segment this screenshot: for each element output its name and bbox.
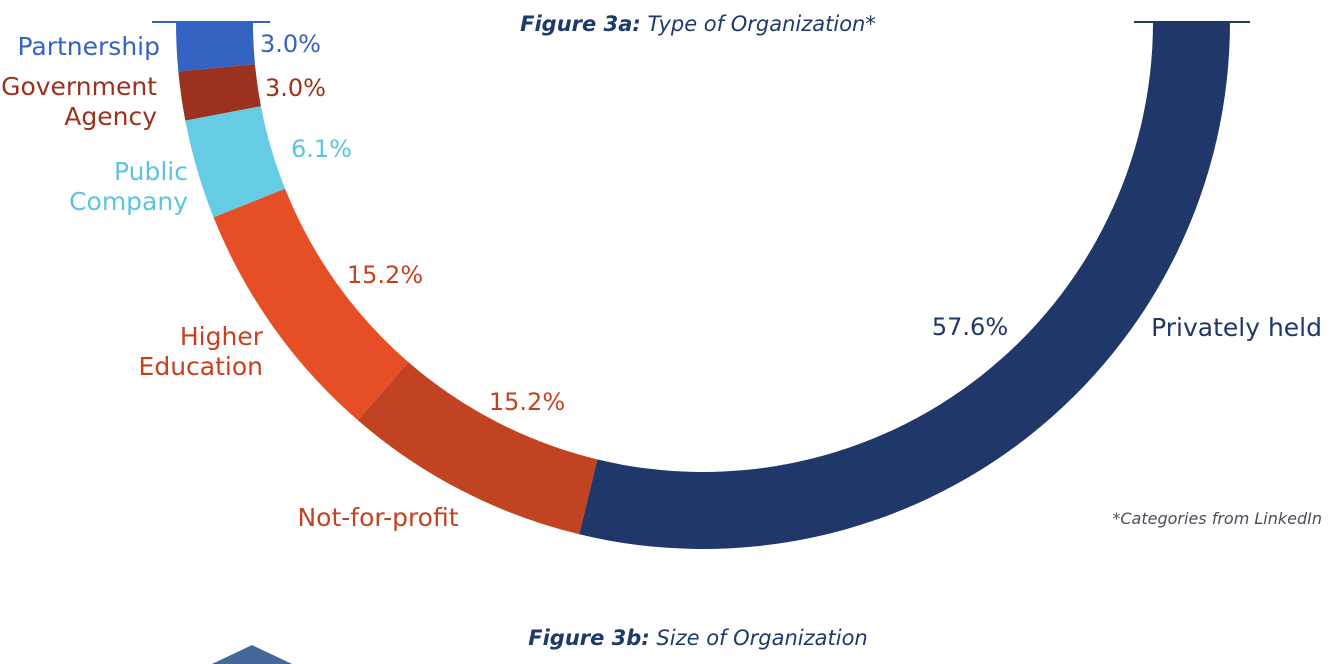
slice-higher-education <box>213 188 409 421</box>
figure-3a-number: Figure 3a: <box>520 12 641 36</box>
slice-partnership <box>176 22 255 72</box>
figure-3a-caption: Type of Organization* <box>647 12 876 36</box>
slice-labels: Partnership Government Agency Public Company… <box>1 32 1322 532</box>
label-partnership: Partnership <box>17 32 160 61</box>
label-public-company: Public Company <box>69 157 188 216</box>
figure-3a-title: Figure 3a: Type of Organization* <box>32 12 1332 36</box>
slice-not-for-profit <box>357 362 598 535</box>
figure-3b-number: Figure 3b: <box>528 626 650 650</box>
footnote: *Categories from LinkedIn <box>1112 509 1322 528</box>
value-higher-education: 15.2% <box>347 261 423 289</box>
label-higher-education: Higher Education <box>139 322 264 381</box>
slice-values: 3.0% 3.0% 6.1% 15.2% 15.2% 57.6% <box>260 30 1008 416</box>
slice-privately-held <box>579 22 1230 549</box>
label-privately-held: Privately held <box>1151 313 1322 342</box>
value-not-for-profit: 15.2% <box>489 388 565 416</box>
value-government-agency: 3.0% <box>265 74 326 102</box>
slice-government-agency <box>178 64 261 121</box>
value-partnership: 3.0% <box>260 30 321 58</box>
slice-public-company <box>185 106 286 218</box>
figure-3b-shape <box>212 645 292 664</box>
figure-3b-title: Figure 3b: Size of Organization <box>32 626 1332 650</box>
label-government-agency: Government Agency <box>1 72 157 131</box>
donut-slices <box>176 22 1230 549</box>
label-not-for-profit: Not-for-profit <box>297 503 458 532</box>
figure-3b-caption: Size of Organization <box>656 626 868 650</box>
value-privately-held: 57.6% <box>932 313 1008 341</box>
value-public-company: 6.1% <box>291 135 352 163</box>
